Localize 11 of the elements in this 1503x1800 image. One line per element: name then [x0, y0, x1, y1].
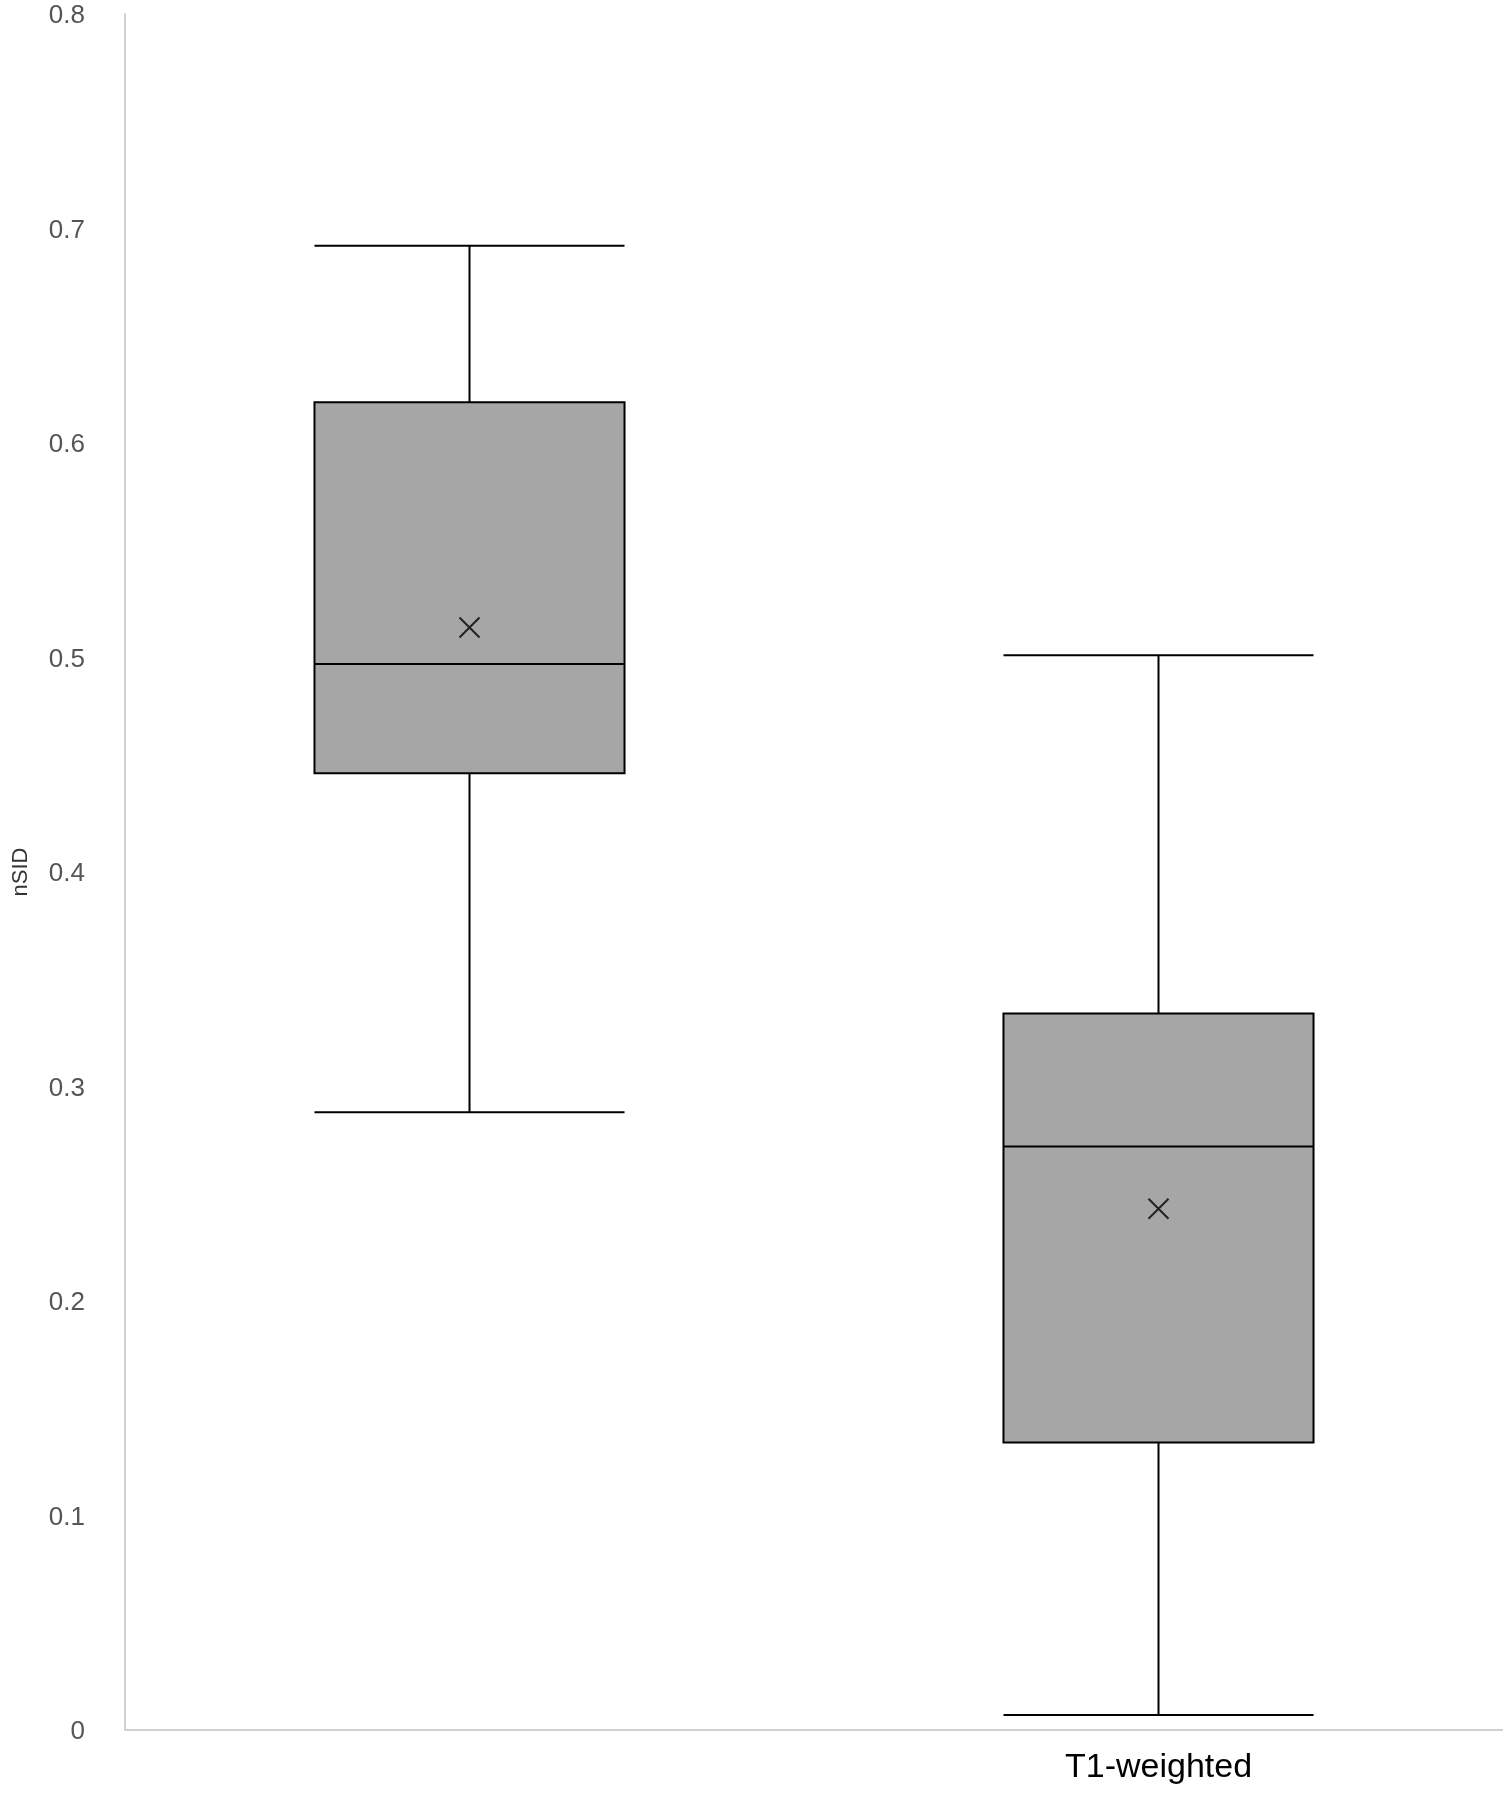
y-tick-label: 0	[70, 1715, 85, 1745]
y-tick-label: 0.3	[48, 1071, 85, 1102]
x-tick-label: T1-weighted	[1064, 1746, 1253, 1784]
y-tick-label: 0.8	[48, 0, 85, 29]
y-tick-label: 0.4	[48, 857, 85, 887]
y-tick-label: 0.1	[48, 1500, 85, 1531]
y-tick-label: 0.5	[48, 642, 85, 673]
y-tick-label: 0.7	[48, 213, 85, 244]
y-tick-label: 0.2	[48, 1286, 85, 1316]
y-axis-title: nSID	[6, 847, 32, 897]
y-tick-label: 0.6	[48, 428, 85, 458]
